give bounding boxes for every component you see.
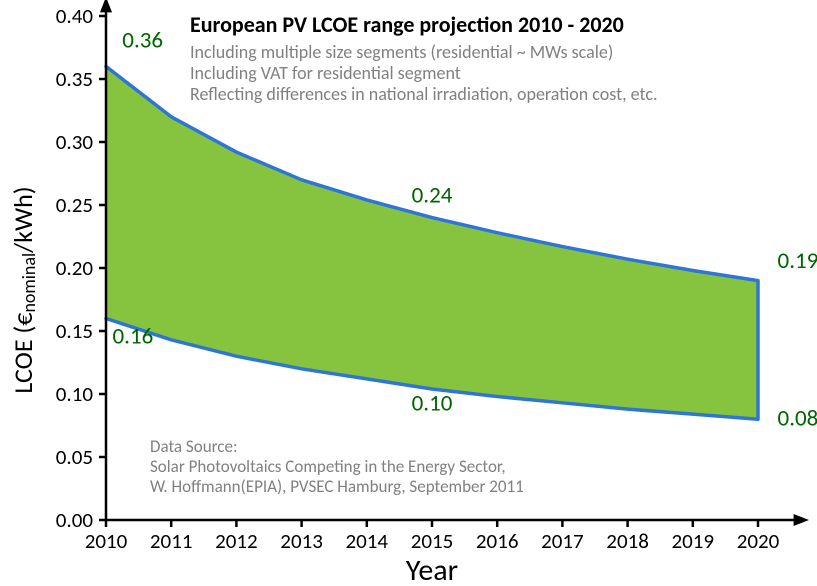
chart-subtitle-line: Reflecting differences in national irrad… [190, 83, 658, 105]
value-annotation: 0.08 [778, 405, 817, 433]
y-axis-label: LCOE (€nominal/kWh) [7, 186, 40, 393]
chart-subtitle-line: Including multiple size segments (reside… [190, 41, 613, 63]
y-tick-label: 0.15 [56, 318, 93, 344]
value-annotation: 0.16 [113, 323, 154, 351]
range-area [106, 66, 758, 419]
x-axis-arrow [794, 514, 809, 526]
data-source-line: W. Hoffmann(EPIA), PVSEC Hamburg, Septem… [150, 476, 524, 497]
x-tick-label: 2018 [606, 528, 649, 554]
value-annotation: 0.19 [778, 247, 817, 275]
lcoe-range-chart: 2010201120122013201420152016201720182019… [0, 0, 817, 586]
y-tick-label: 0.25 [56, 192, 93, 218]
x-tick-label: 2013 [280, 528, 323, 554]
x-tick-label: 2011 [150, 528, 193, 554]
data-source-line: Solar Photovoltaics Competing in the Ene… [150, 456, 506, 477]
y-tick-label: 0.40 [56, 3, 94, 29]
y-tick-label: 0.00 [56, 507, 94, 533]
y-tick-label: 0.35 [56, 66, 93, 92]
x-tick-label: 2020 [737, 528, 780, 554]
x-tick-label: 2014 [346, 528, 389, 554]
chart-title: European PV LCOE range projection 2010 -… [190, 11, 624, 38]
chart-subtitle-line: Including VAT for residential segment [190, 62, 461, 84]
y-tick-label: 0.10 [56, 381, 94, 407]
x-axis-label: Year [406, 552, 458, 586]
value-annotation: 0.10 [412, 389, 453, 417]
value-annotation: 0.36 [122, 27, 163, 55]
y-axis-arrow [100, 0, 112, 12]
chart-container: 2010201120122013201420152016201720182019… [0, 0, 817, 586]
y-tick-label: 0.05 [56, 444, 93, 470]
x-tick-label: 2015 [411, 528, 454, 554]
x-tick-label: 2012 [215, 528, 258, 554]
data-source-line: Data Source: [150, 436, 238, 457]
value-annotation: 0.24 [412, 181, 453, 209]
x-tick-label: 2019 [672, 528, 715, 554]
y-tick-label: 0.30 [56, 129, 94, 155]
x-tick-label: 2017 [541, 528, 584, 554]
y-tick-label: 0.20 [56, 255, 94, 281]
x-tick-label: 2016 [476, 528, 519, 554]
